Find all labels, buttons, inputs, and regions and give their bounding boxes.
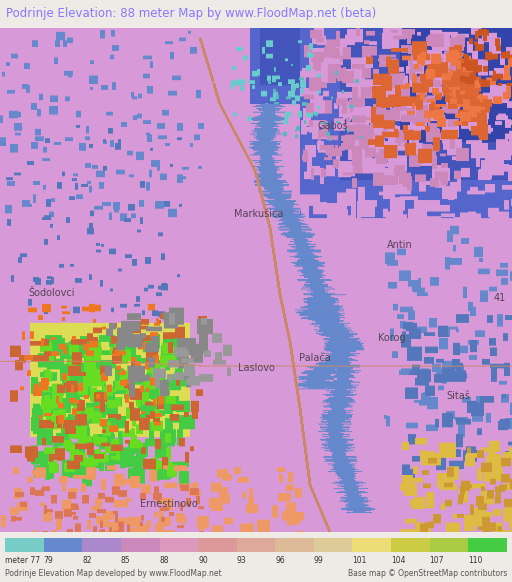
Text: 85: 85 [121, 556, 131, 565]
Text: Korog: Korog [378, 333, 406, 343]
Text: 110: 110 [468, 556, 483, 565]
Text: 93: 93 [237, 556, 246, 565]
Text: Gaboš: Gaboš [317, 121, 348, 132]
Text: 90: 90 [198, 556, 208, 565]
Text: Palača: Palača [299, 353, 331, 363]
Text: Antin: Antin [387, 240, 412, 250]
Text: Šodolovci: Šodolovci [28, 288, 74, 297]
Text: Ernestinovo: Ernestinovo [140, 499, 198, 509]
Text: Podrinje Elevation: 88 meter Map by www.FloodMap.net (beta): Podrinje Elevation: 88 meter Map by www.… [6, 8, 376, 20]
Bar [430, 538, 468, 552]
Text: 82: 82 [82, 556, 92, 565]
Bar [44, 538, 82, 552]
Text: 99: 99 [314, 556, 324, 565]
Text: 88: 88 [160, 556, 169, 565]
Text: Base map © OpenStreetMap contributors: Base map © OpenStreetMap contributors [348, 569, 507, 577]
Bar [314, 538, 352, 552]
Text: 101: 101 [352, 556, 367, 565]
Bar [160, 538, 198, 552]
Text: Markušica: Markušica [234, 210, 283, 219]
Text: 79: 79 [44, 556, 53, 565]
Bar [198, 538, 237, 552]
Bar [5, 538, 44, 552]
Text: Podrinje Elevation Map developed by www.FloodMap.net: Podrinje Elevation Map developed by www.… [5, 569, 222, 577]
Bar [468, 538, 507, 552]
Text: 104: 104 [391, 556, 406, 565]
Text: 107: 107 [430, 556, 444, 565]
Text: 41: 41 [493, 293, 505, 303]
Bar [237, 538, 275, 552]
Bar [275, 538, 314, 552]
Text: Laslovo: Laslovo [238, 363, 274, 373]
Text: Sitaš: Sitaš [446, 391, 470, 401]
Bar [121, 538, 160, 552]
Bar [352, 538, 391, 552]
Text: meter 77: meter 77 [5, 556, 40, 565]
Bar [82, 538, 121, 552]
Text: 96: 96 [275, 556, 285, 565]
Bar [391, 538, 430, 552]
